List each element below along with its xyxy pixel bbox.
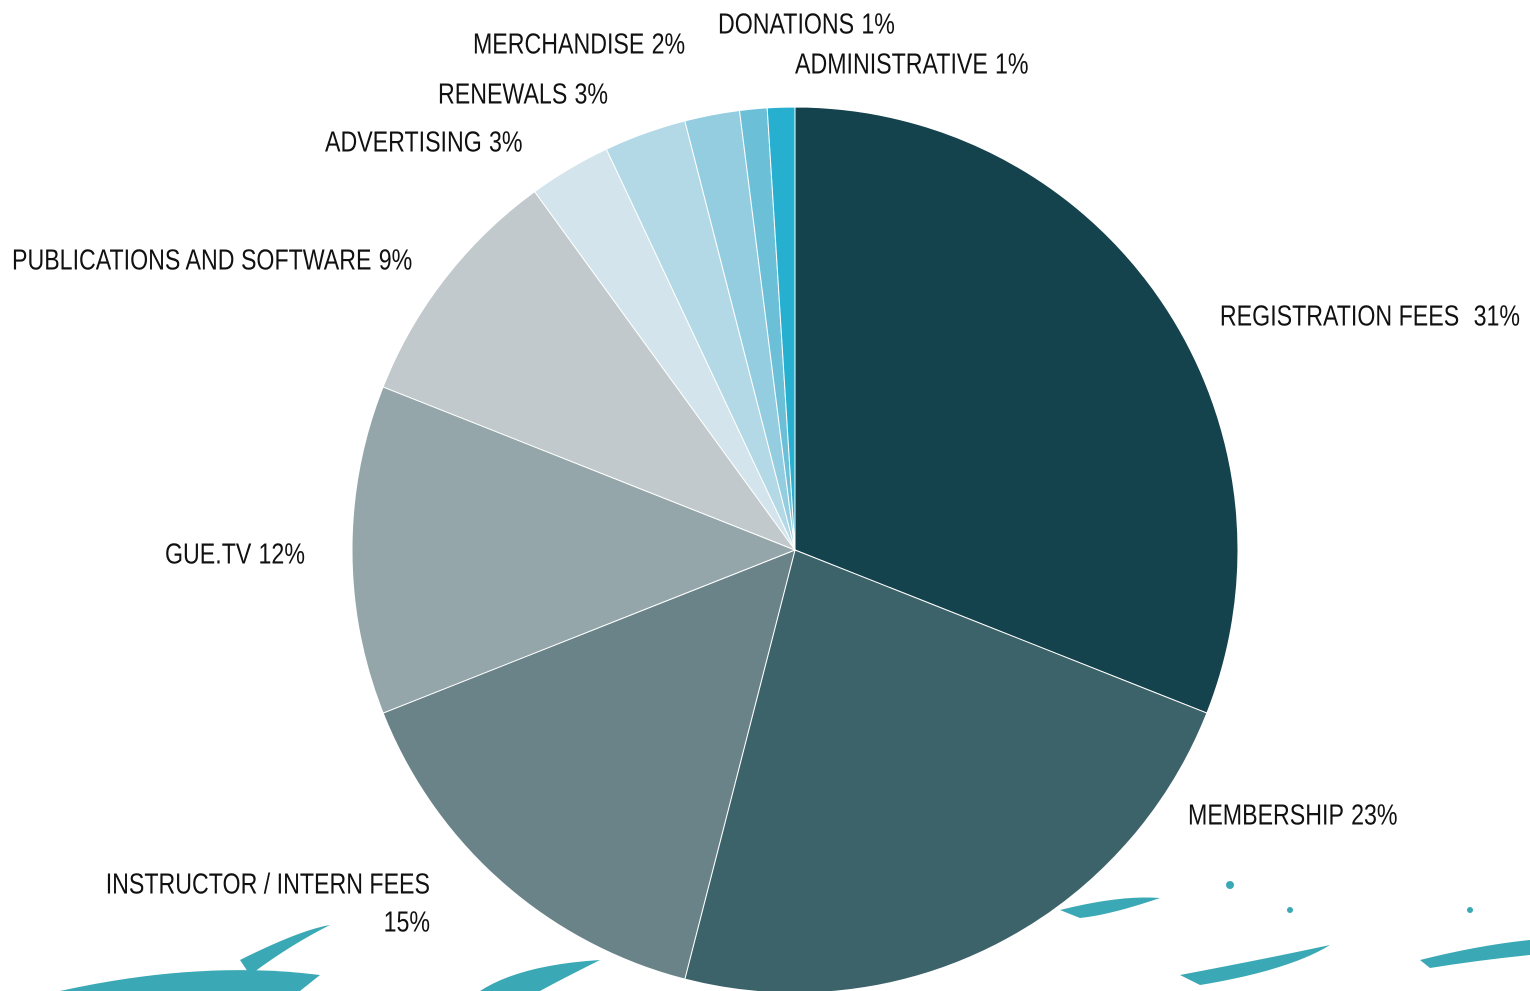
slice-value-label: 3% [489,125,523,158]
slice-label: RENEWALS 3% [438,77,608,110]
slice-label: MERCHANDISE 2% [473,27,685,60]
pie-slice [794,106,1239,714]
slice-value-label: 2% [652,27,686,60]
slice-value-label: 9% [379,243,413,276]
slice-value-label: 1% [995,47,1029,80]
slice-value-label: 1% [861,7,895,40]
decoration [60,881,1530,991]
slice-label: DONATIONS 1% [718,7,895,40]
pie-slice [351,386,797,714]
pie-slice [382,190,797,552]
pie-slice [382,549,796,980]
slice-value-label: 3% [575,77,609,110]
slice-value-label: 23% [1351,798,1397,831]
pie [351,106,1239,991]
slice-label: INSTRUCTOR / INTERN FEES [106,867,430,900]
slice-name: MEMBERSHIP [1188,798,1344,831]
slice-name: REGISTRATION FEES [1220,299,1459,332]
labels: REGISTRATION FEES 31% MEMBERSHIP 23% INSTRUC… [12,7,1520,938]
slice-label: ADMINISTRATIVE 1% [795,47,1029,80]
slice-value-label: 31% [1474,299,1520,332]
slice-value-label: 15% [384,905,430,938]
slice-label: PUBLICATIONS AND SOFTWARE 9% [12,243,412,276]
slice-label: GUE.TV 12% [165,537,305,570]
slice-name: RENEWALS [438,77,567,110]
pie-slice [684,549,1208,991]
slice-label: ADVERTISING 3% [325,125,523,158]
slice-label: MEMBERSHIP 23% [1188,798,1398,831]
slice-value-label: 12% [259,537,305,570]
pie-slice [766,106,796,551]
slice-name: GUE.TV [165,537,252,570]
slice-name: MERCHANDISE [473,27,644,60]
slice-name: ADVERTISING [325,125,482,158]
slice-name: PUBLICATIONS AND SOFTWARE [12,243,372,276]
slice-name: ADMINISTRATIVE [795,47,988,80]
label-group: REGISTRATION FEES 31% MEMBERSHIP 23% INSTRUC… [12,7,1520,938]
slice-name: DONATIONS [718,7,854,40]
slice-label: REGISTRATION FEES 31% [1220,299,1520,332]
